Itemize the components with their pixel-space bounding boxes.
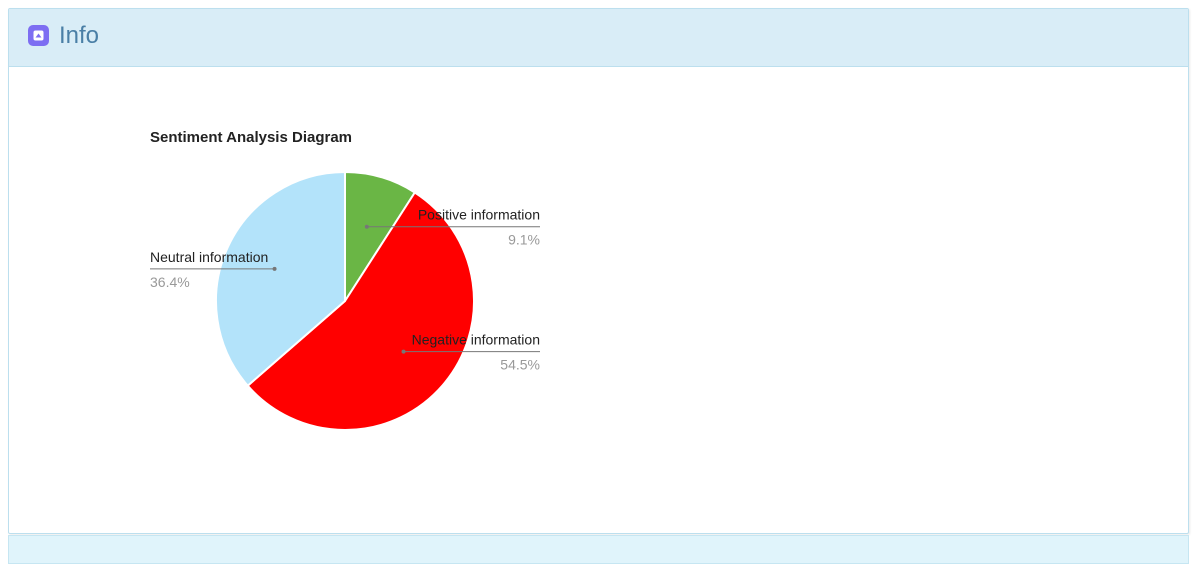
footer-bar bbox=[8, 535, 1189, 564]
panel-header: Info bbox=[9, 9, 1188, 67]
info-panel: Info bbox=[8, 8, 1189, 534]
caret-up-square-icon bbox=[28, 25, 49, 46]
pie-slices bbox=[215, 170, 475, 431]
slice-percent: 9.1% bbox=[508, 232, 540, 248]
slice-percent: 54.5% bbox=[500, 357, 540, 373]
slice-label: Positive information bbox=[418, 207, 540, 223]
pie-labels: Positive information 9.1% Negative informa… bbox=[150, 207, 540, 373]
panel-title: Info bbox=[59, 22, 100, 49]
sentiment-pie-chart: Sentiment Analysis Diagram Positive info… bbox=[150, 129, 540, 431]
pie-slice-neutral bbox=[215, 170, 346, 388]
slice-label: Negative information bbox=[412, 332, 540, 348]
slice-label: Neutral information bbox=[150, 249, 268, 265]
slice-percent: 36.4% bbox=[150, 274, 190, 290]
chart-title: Sentiment Analysis Diagram bbox=[150, 129, 352, 146]
pie-slice-negative bbox=[246, 191, 475, 431]
